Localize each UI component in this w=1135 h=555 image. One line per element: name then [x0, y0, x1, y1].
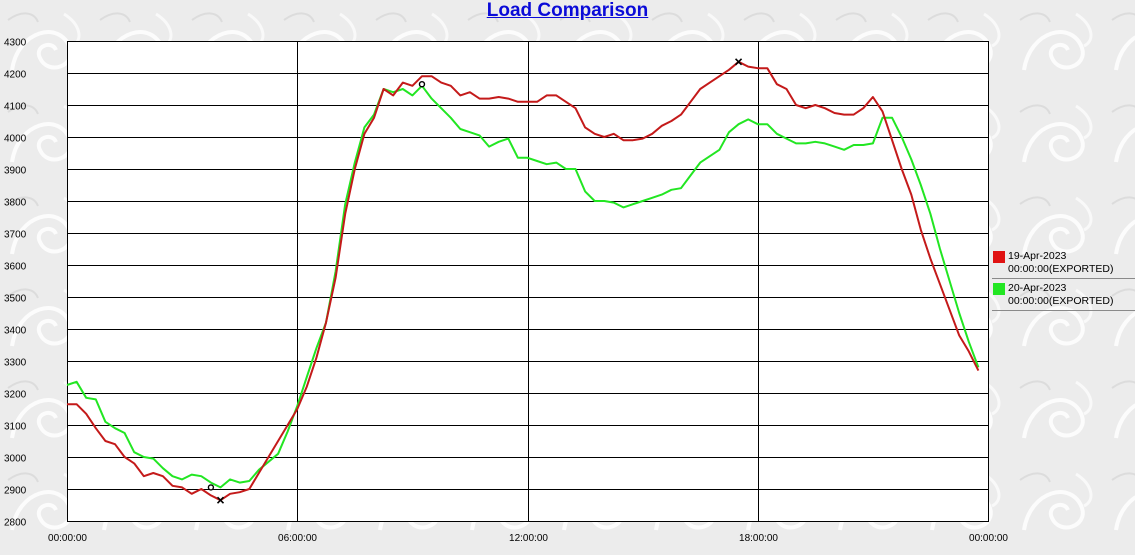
x-tick-label: 00:00:00: [969, 533, 1008, 544]
y-tick-label: 2800: [4, 518, 27, 529]
y-tick-label: 3000: [4, 454, 27, 465]
legend-swatch-series-2: [993, 283, 1005, 295]
x-tick-label: 12:00:00: [509, 533, 548, 544]
y-tick-label: 4300: [4, 38, 27, 49]
max-min-marker-x: [734, 58, 743, 66]
plot-frame: [67, 41, 989, 522]
y-tick-label: 3600: [4, 262, 27, 273]
max-min-marker-o: [418, 80, 426, 88]
y-tick-label: 3100: [4, 422, 27, 433]
legend-swatch-series-1: [993, 251, 1005, 263]
x-tick-label: 18:00:00: [739, 533, 778, 544]
max-min-marker-x: [216, 496, 225, 504]
y-tick-label: 4000: [4, 134, 27, 145]
chart-axes: 2800 2900 3000 3100 3200 3300 3400 3500 3600 3700…: [4, 38, 1008, 545]
y-tick-label: 3400: [4, 326, 27, 337]
legend-divider: [992, 310, 1135, 311]
legend-sublabel-series-1: 00:00:00(EXPORTED): [1008, 263, 1114, 275]
y-tick-label: 3900: [4, 166, 27, 177]
plot-area: [67, 41, 988, 521]
y-tick-label: 4100: [4, 102, 27, 113]
x-tick-label: 06:00:00: [278, 533, 317, 544]
y-tick-label: 3200: [4, 390, 27, 401]
x-tick-label: 00:00:00: [48, 533, 87, 544]
y-tick-label: 4200: [4, 70, 27, 81]
chart-markers: [207, 58, 743, 504]
legend-label-series-1: 19-Apr-2023: [1008, 250, 1067, 262]
chart-title: Load Comparison: [486, 0, 649, 21]
y-tick-label: 3300: [4, 358, 27, 369]
max-min-marker-o: [207, 484, 215, 491]
y-tick-label: 3700: [4, 230, 27, 241]
y-tick-label: 2900: [4, 486, 27, 497]
series-line-2: [66, 84, 980, 489]
legend-label-series-2: 20-Apr-2023: [1008, 282, 1067, 294]
legend-sublabel-series-2: 00:00:00(EXPORTED): [1008, 295, 1114, 307]
y-tick-label: 3500: [4, 294, 27, 305]
y-tick-label: 3800: [4, 198, 27, 209]
chart-grid: [67, 41, 989, 522]
legend-divider: [992, 278, 1135, 279]
